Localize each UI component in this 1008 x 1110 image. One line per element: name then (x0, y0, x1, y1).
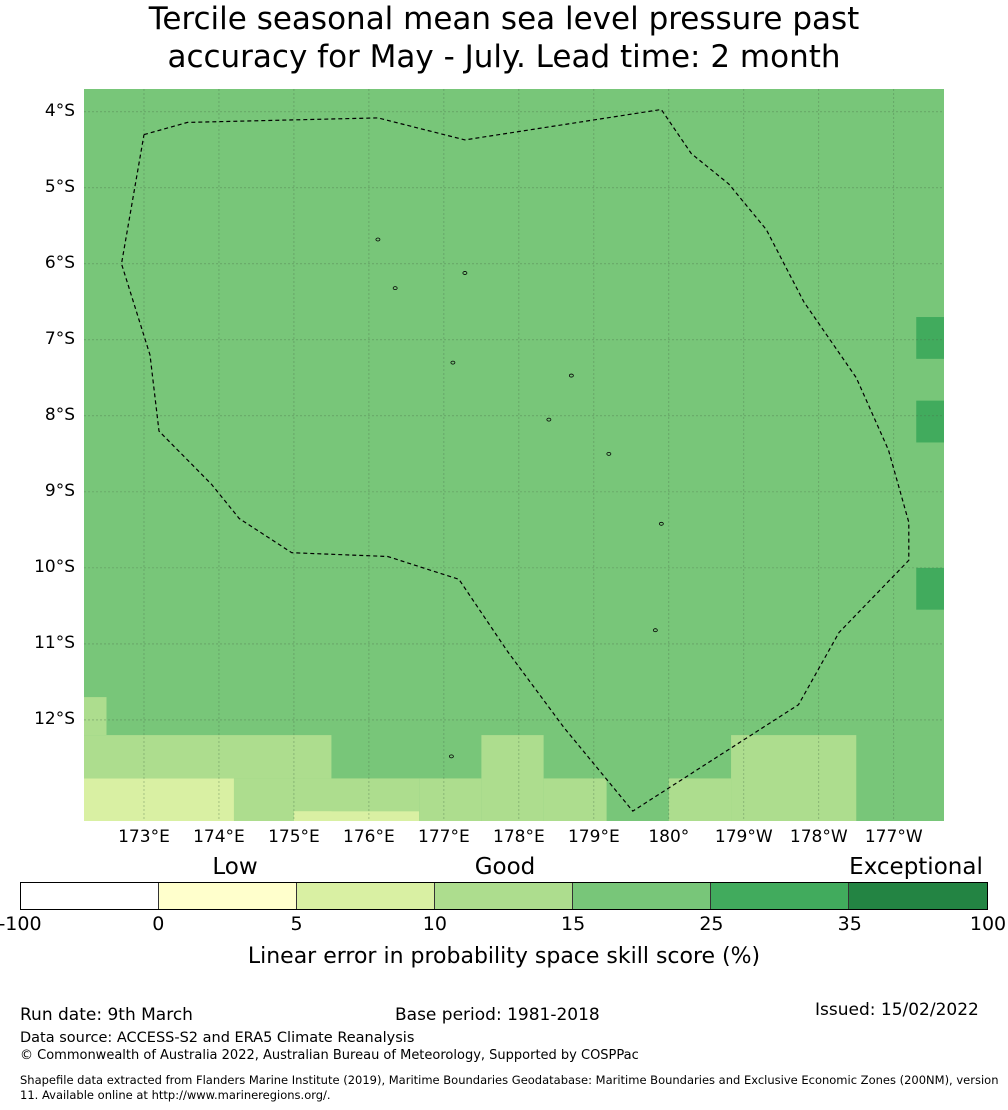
longitude-label: 179°W (714, 827, 773, 847)
latitude-label: 4°S (44, 100, 75, 121)
eez-boundary (120, 108, 910, 812)
colorbar-tick-label: 15 (561, 913, 586, 935)
data-source: Data source: ACCESS-S2 and ERA5 Climate … (20, 1030, 415, 1046)
island-outline (448, 754, 454, 759)
base-period: Base period: 1981-2018 (395, 1005, 600, 1025)
colorbar-tick-label: 10 (422, 913, 447, 935)
grid-cell (84, 697, 107, 736)
latitude-label: 9°S (44, 480, 75, 501)
island-outline (568, 373, 574, 378)
island-outline (392, 286, 398, 291)
grid-cell (916, 567, 944, 610)
colorbar (20, 882, 988, 910)
longitude-label: 179°E (567, 827, 620, 847)
islands (375, 237, 664, 759)
colorbar-tick-label: 5 (290, 913, 303, 935)
colorbar-tick-label: 35 (837, 913, 862, 935)
shapefile-credit: Shapefile data extracted from Flanders M… (20, 1073, 999, 1102)
longitude-label: 178°W (789, 827, 848, 847)
latitude-label: 11°S (34, 632, 75, 653)
colorbar-segment (711, 883, 849, 909)
longitude-label: 173°E (118, 827, 170, 847)
colorbar-segment (849, 883, 987, 909)
graticule (84, 89, 944, 821)
category-label-exceptional: Exceptional (849, 854, 983, 880)
island-outline (546, 417, 552, 422)
colorbar-tick-label: 0 (152, 913, 165, 935)
grid-cell (481, 735, 544, 821)
island-outline (450, 360, 456, 365)
grid-cell (233, 778, 294, 821)
colorbar-tick-label: 100 (969, 913, 1007, 935)
latitude-label: 8°S (44, 404, 75, 425)
colorbar-segment (573, 883, 711, 909)
longitude-label: 178°E (493, 827, 545, 847)
category-label-good: Good (474, 854, 536, 880)
grid-cell (668, 778, 732, 821)
issued-date: Issued: 15/02/2022 (815, 1000, 979, 1020)
chart-title-line-1: Tercile seasonal mean sea level pressure… (148, 1, 860, 37)
grid-cell (419, 778, 482, 821)
longitude-label: 180° (648, 827, 690, 847)
grid-cell (293, 811, 420, 821)
grid-cell (84, 735, 332, 779)
copyright: © Commonwealth of Australia 2022, Austra… (20, 1048, 639, 1063)
colorbar-segment (21, 883, 159, 909)
map-plot (84, 89, 944, 821)
grid-cell (731, 735, 857, 821)
chart-title-line-2: accuracy for May - July. Lead time: 2 mo… (167, 39, 841, 75)
colorbar-tick-label: 25 (699, 913, 724, 935)
grid-cell (916, 317, 944, 359)
grid-cell (916, 400, 944, 443)
colorbar-label: Linear error in probability space skill … (247, 944, 761, 969)
colorbar-tick-label: -100 (0, 913, 42, 935)
longitude-label: 177°E (418, 827, 470, 847)
island-outline (375, 237, 381, 242)
colorbar-segment (297, 883, 435, 909)
category-label-low: Low (212, 854, 258, 880)
latitude-label: 12°S (34, 708, 75, 729)
longitude-label: 175°E (268, 827, 320, 847)
island-outline (606, 451, 612, 456)
island-outline (462, 271, 468, 275)
run-date: Run date: 9th March (20, 1005, 193, 1025)
colorbar-segment (435, 883, 573, 909)
colorbar-segment (159, 883, 297, 909)
grid-cell (84, 778, 234, 821)
latitude-label: 10°S (34, 556, 75, 577)
longitude-label: 177°W (864, 827, 923, 847)
longitude-label: 174°E (193, 827, 245, 847)
longitude-label: 176°E (343, 827, 395, 847)
map-background-fill (84, 89, 944, 821)
latitude-label: 7°S (44, 328, 75, 349)
island-outline (652, 628, 658, 633)
grid-cell (543, 778, 607, 821)
latitude-label: 5°S (44, 176, 75, 197)
island-outline (658, 521, 664, 526)
grid-cell (293, 778, 420, 812)
latitude-label: 6°S (44, 252, 75, 273)
skill-score-grid (84, 89, 944, 821)
